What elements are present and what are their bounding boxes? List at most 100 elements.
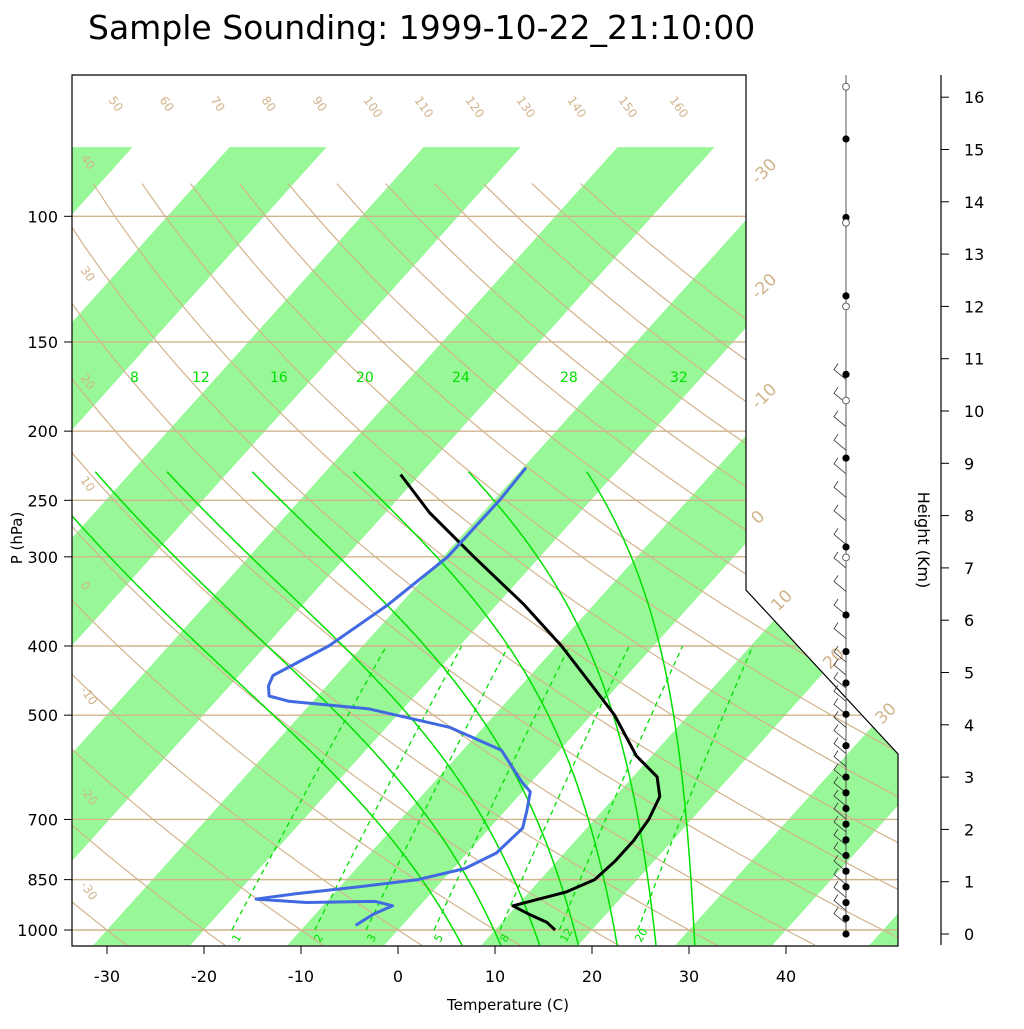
wind-barb bbox=[833, 763, 847, 781]
wind-barb bbox=[833, 363, 847, 380]
mixing-ratio-label: 20 bbox=[632, 926, 650, 945]
wind-barb bbox=[833, 828, 847, 846]
dry-adiabat-line bbox=[72, 183, 521, 946]
height-tick-label: 8 bbox=[964, 507, 974, 526]
wind-barb bbox=[833, 658, 847, 676]
height-tick-label: 16 bbox=[964, 88, 984, 107]
moist-adiabat-line bbox=[94, 471, 502, 946]
pressure-tick-label: 100 bbox=[27, 207, 58, 226]
height-marker-dot bbox=[842, 292, 850, 300]
dry-adiabat-line bbox=[238, 183, 898, 946]
wind-barb bbox=[833, 504, 847, 522]
dry-adiabat-line bbox=[72, 183, 898, 946]
height-marker-open-dot bbox=[842, 82, 850, 91]
mixing-ratio-line bbox=[433, 645, 571, 931]
dry-adiabat-line bbox=[72, 183, 619, 946]
moist-adiabat-label: 24 bbox=[452, 370, 470, 386]
moist-adiabat-line bbox=[72, 471, 463, 946]
mixing-ratio-line bbox=[637, 645, 754, 931]
height-tick-label: 6 bbox=[964, 611, 974, 630]
wind-barb bbox=[833, 815, 847, 833]
x-axis-label: Temperature (C) bbox=[446, 996, 569, 1014]
height-marker-dot bbox=[842, 867, 850, 875]
height-tick-label: 15 bbox=[964, 141, 984, 160]
isotherm-band bbox=[93, 147, 898, 946]
y-axis-label: P (hPa) bbox=[8, 512, 26, 565]
moist-adiabat-line bbox=[586, 471, 696, 946]
pressure-tick-label: 1000 bbox=[17, 921, 58, 940]
height-marker-dot bbox=[842, 914, 850, 922]
dry-adiabat-line bbox=[72, 183, 226, 946]
pressure-tick-label: 200 bbox=[27, 422, 58, 441]
wind-barb bbox=[833, 528, 847, 545]
mixing-ratio-line bbox=[558, 645, 684, 931]
height-tick-label: 14 bbox=[964, 193, 984, 212]
dry-adiabat-label: 90 bbox=[310, 94, 330, 115]
height-marker-dot bbox=[842, 648, 850, 656]
moist-adiabat-line bbox=[352, 471, 618, 946]
dry-adiabat-line bbox=[72, 183, 324, 946]
wind-barb bbox=[833, 881, 847, 898]
pressure-tick-label: 300 bbox=[27, 548, 58, 567]
dry-adiabat-label: 10 bbox=[78, 474, 98, 495]
isotherm-label: 0 bbox=[747, 507, 769, 529]
dry-adiabat-line bbox=[336, 183, 898, 946]
wind-barb bbox=[833, 598, 847, 616]
temperature-tick-label: -10 bbox=[288, 967, 314, 986]
wind-barb bbox=[833, 645, 847, 663]
wind-barb bbox=[833, 776, 847, 794]
height-marker-dot bbox=[842, 899, 850, 907]
mixing-ratio-label: 12 bbox=[557, 926, 575, 945]
isotherm-label: 10 bbox=[767, 586, 796, 615]
dry-adiabat-label: 70 bbox=[208, 94, 228, 115]
dry-adiabat-line bbox=[72, 183, 898, 946]
height-marker-dot bbox=[842, 370, 850, 378]
wind-barb bbox=[833, 698, 847, 715]
wind-barb bbox=[833, 433, 847, 451]
height-marker-dot bbox=[842, 789, 850, 797]
isotherm-label: -30 bbox=[747, 155, 781, 189]
height-marker-dot bbox=[842, 851, 850, 860]
moist-adiabat-label: 12 bbox=[192, 370, 210, 386]
isotherm-band bbox=[72, 147, 715, 946]
dry-adiabat-label: 160 bbox=[667, 94, 692, 121]
height-tick-label: 3 bbox=[964, 768, 974, 787]
isotherm-band bbox=[72, 147, 327, 946]
temperature-tick-label: 10 bbox=[485, 967, 505, 986]
dry-adiabat-line bbox=[141, 183, 898, 946]
isotherm-band bbox=[869, 147, 898, 946]
dry-adiabat-line bbox=[72, 183, 422, 946]
temperature-tick-label: 0 bbox=[393, 967, 403, 986]
height-marker-dot bbox=[842, 135, 850, 143]
wind-barb bbox=[833, 575, 847, 592]
wind-barb bbox=[833, 854, 847, 872]
dry-adiabat-label: 110 bbox=[412, 94, 437, 121]
dry-adiabat-label: 30 bbox=[78, 264, 98, 285]
mixing-ratio-line bbox=[499, 645, 630, 931]
wind-barb bbox=[833, 841, 847, 859]
mixing-ratio-line bbox=[365, 645, 509, 931]
height-tick-label: 11 bbox=[964, 350, 984, 369]
moist-adiabat-label: 20 bbox=[356, 370, 374, 386]
dry-adiabat-label: 140 bbox=[565, 94, 590, 121]
dry-adiabat-label: 100 bbox=[361, 94, 386, 121]
temperature-profile-line bbox=[399, 473, 662, 932]
wind-barb bbox=[833, 750, 847, 767]
dry-adiabat-label: 50 bbox=[106, 94, 126, 115]
height-tick-label: 9 bbox=[964, 454, 974, 473]
height-marker-open-dot bbox=[842, 218, 850, 227]
height-marker-dot bbox=[842, 742, 850, 750]
height-marker-open-dot bbox=[842, 396, 850, 405]
pressure-tick-label: 850 bbox=[27, 871, 58, 890]
moist-adiabat-label: 16 bbox=[270, 370, 288, 386]
height-tick-label: 4 bbox=[964, 716, 974, 735]
height-marker-dot bbox=[842, 773, 850, 781]
dry-adiabat-label: 130 bbox=[514, 94, 539, 121]
dry-adiabat-line bbox=[190, 183, 898, 946]
pressure-tick-label: 400 bbox=[27, 637, 58, 656]
moist-adiabat-label: 8 bbox=[130, 370, 139, 386]
isotherm-label: -20 bbox=[747, 270, 781, 304]
height-tick-label: 0 bbox=[964, 925, 974, 944]
